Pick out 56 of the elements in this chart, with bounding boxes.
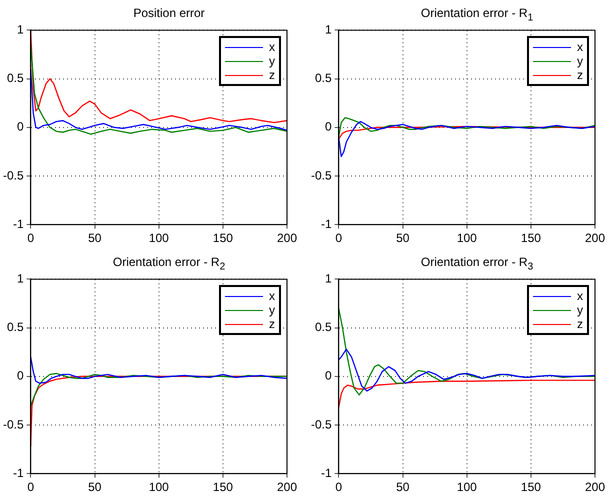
x-tick-label: 100 [456,480,478,494]
x-tick-label: 150 [212,231,234,246]
legend-label: z [268,68,275,82]
y-tick-label: 0.5 [314,320,332,334]
x-tick-label: 200 [276,231,298,246]
x-tick-label: 50 [88,480,102,494]
legend-label: y [576,54,583,68]
x-tick-label: 0 [27,480,34,494]
legend-label: z [576,68,583,82]
legend-label: z [268,317,275,332]
x-tick-label: 200 [584,480,606,494]
x-tick-label: 100 [148,480,170,494]
y-tick-label: 0 [16,120,24,134]
x-tick-label: 150 [520,231,542,246]
y-tick-label: -1 [13,216,24,231]
y-tick-label: 0.5 [314,71,332,86]
y-tick-label: 0 [324,368,332,383]
y-tick-label: 1 [16,272,24,286]
x-tick-label: 200 [584,231,606,246]
y-tick-label: 1 [16,22,24,37]
chart-title: Position error [132,6,206,20]
y-tick-label: -1 [13,466,24,480]
y-tick-label: -0.5 [2,417,24,432]
y-tick-label: -0.5 [310,417,332,432]
x-tick-label: 0 [335,480,342,494]
legend-label: x [268,289,275,304]
chart-title: Orientation error - R$_{1}$ [420,6,534,26]
legend-label: z [576,317,583,332]
y-tick-label: -1 [321,216,332,231]
legend-label: y [268,54,275,68]
chart-title: Orientation error - R$_{3}$ [420,255,534,274]
x-tick-label: 100 [456,231,478,246]
legend-label: x [576,40,583,54]
x-tick-label: 150 [520,480,542,494]
y-tick-label: -0.5 [2,168,24,182]
legend-label: x [268,40,275,54]
x-tick-label: 50 [396,480,410,494]
y-tick-label: 0 [324,120,332,134]
y-tick-label: 0.5 [6,71,24,86]
chart-title: Orientation error - R$_{2}$ [112,255,226,274]
legend-label: x [576,289,583,304]
y-tick-label: 0 [16,368,24,383]
x-tick-label: 0 [335,231,342,246]
y-tick-label: -0.5 [310,168,332,182]
legend-label: y [268,303,275,318]
x-tick-label: 50 [396,231,410,246]
y-tick-label: 0.5 [6,320,24,334]
legend-label: y [576,303,583,318]
x-tick-label: 50 [88,231,102,246]
y-tick-label: 1 [324,272,332,286]
x-tick-label: 150 [212,480,234,494]
y-tick-label: -1 [321,466,332,480]
x-tick-label: 100 [148,231,170,246]
x-tick-label: 200 [276,480,298,494]
y-tick-label: 1 [324,22,332,37]
x-tick-label: 0 [27,231,34,246]
